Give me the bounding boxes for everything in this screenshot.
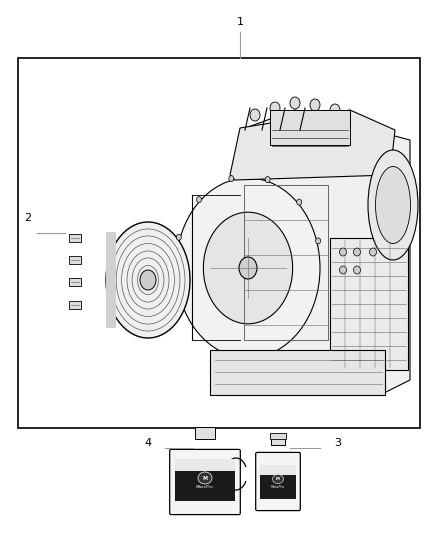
Ellipse shape bbox=[330, 104, 340, 116]
Ellipse shape bbox=[353, 266, 360, 274]
Ellipse shape bbox=[176, 178, 320, 358]
Ellipse shape bbox=[198, 472, 212, 484]
Bar bbox=[270, 110, 350, 145]
Polygon shape bbox=[230, 110, 395, 180]
Ellipse shape bbox=[270, 102, 280, 114]
Ellipse shape bbox=[140, 270, 156, 290]
Bar bbox=[195, 427, 215, 439]
Text: M: M bbox=[276, 477, 280, 481]
Bar bbox=[69, 278, 81, 286]
FancyBboxPatch shape bbox=[170, 449, 240, 514]
Bar bbox=[175, 471, 235, 501]
Ellipse shape bbox=[290, 97, 300, 109]
Text: MaxxPro: MaxxPro bbox=[271, 485, 285, 489]
Bar bbox=[210, 350, 385, 395]
Bar bbox=[271, 435, 285, 445]
Bar bbox=[330, 238, 408, 370]
Ellipse shape bbox=[339, 266, 346, 274]
Ellipse shape bbox=[370, 248, 377, 256]
Text: 2: 2 bbox=[25, 213, 32, 223]
Text: 3: 3 bbox=[335, 438, 342, 448]
Text: MaxxPro: MaxxPro bbox=[196, 485, 214, 489]
Ellipse shape bbox=[316, 238, 321, 244]
Bar bbox=[69, 234, 81, 242]
Ellipse shape bbox=[339, 248, 346, 256]
Ellipse shape bbox=[239, 257, 257, 279]
Bar bbox=[175, 459, 235, 471]
Bar bbox=[69, 256, 81, 264]
FancyBboxPatch shape bbox=[256, 453, 300, 511]
Bar bbox=[260, 465, 296, 475]
Text: M: M bbox=[202, 475, 208, 481]
Ellipse shape bbox=[265, 176, 270, 182]
Text: 1: 1 bbox=[237, 17, 244, 27]
Ellipse shape bbox=[297, 199, 302, 205]
Ellipse shape bbox=[272, 474, 283, 483]
Ellipse shape bbox=[197, 197, 201, 203]
Ellipse shape bbox=[368, 150, 418, 260]
Text: 4: 4 bbox=[145, 438, 152, 448]
Bar bbox=[18, 58, 420, 428]
Bar bbox=[260, 475, 296, 499]
Polygon shape bbox=[106, 232, 116, 328]
Ellipse shape bbox=[250, 109, 260, 121]
Ellipse shape bbox=[310, 99, 320, 111]
Bar bbox=[69, 301, 81, 309]
Bar bbox=[270, 433, 286, 439]
Ellipse shape bbox=[229, 175, 234, 182]
Ellipse shape bbox=[375, 166, 410, 244]
Bar bbox=[244, 185, 328, 340]
Ellipse shape bbox=[203, 212, 293, 324]
Ellipse shape bbox=[353, 248, 360, 256]
Ellipse shape bbox=[106, 222, 190, 338]
Polygon shape bbox=[240, 110, 410, 395]
Ellipse shape bbox=[177, 234, 181, 240]
